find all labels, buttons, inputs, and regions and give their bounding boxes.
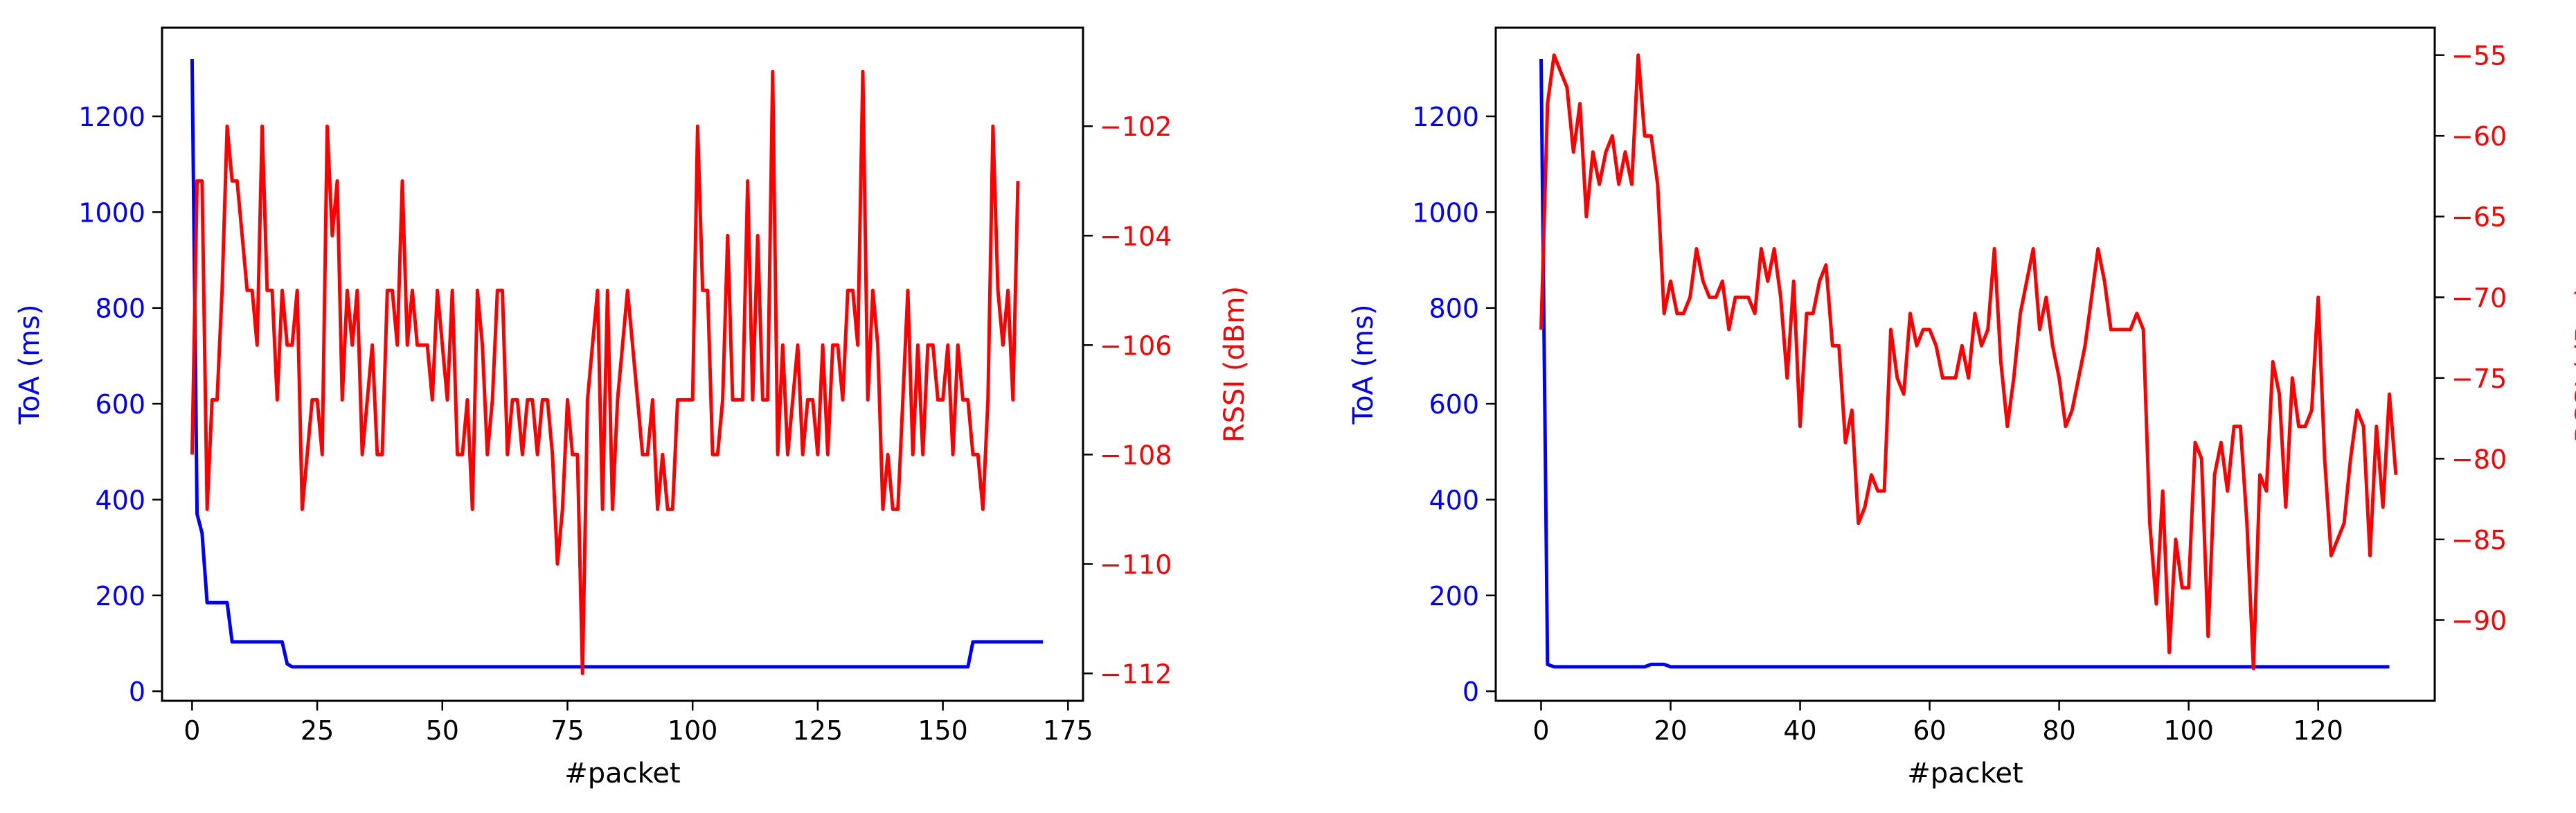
x-tick-label: 25 bbox=[301, 715, 334, 746]
toa-series-line bbox=[1539, 58, 2390, 669]
chart-right: 0 20 40 60 80 100 120020040060080010001200−90−… bbox=[1348, 26, 2576, 789]
y-right-tick-label: −85 bbox=[2451, 525, 2507, 555]
rssi-series-line bbox=[190, 69, 1020, 675]
x-tick-label: 100 bbox=[668, 715, 718, 746]
x-tick-label: 75 bbox=[551, 715, 584, 746]
y-right-tick-label: −108 bbox=[1100, 440, 1172, 470]
y-right-tick-label: −112 bbox=[1100, 659, 1172, 689]
y-left-axis-label: ToA (ms) bbox=[1348, 304, 1379, 425]
y-right-tick-label: −80 bbox=[2451, 444, 2507, 474]
x-axis-label: #packet bbox=[1907, 758, 2023, 789]
y-left-tick-label: 1000 bbox=[1412, 197, 1479, 228]
y-left-tick-label: 200 bbox=[1429, 581, 1479, 611]
y-left-tick-label: 600 bbox=[95, 389, 145, 420]
plot-frame bbox=[1494, 26, 2436, 702]
x-tick-label: 20 bbox=[1654, 715, 1687, 746]
y-left-tick-label: 800 bbox=[1429, 294, 1479, 324]
x-tick-label: 0 bbox=[1532, 715, 1549, 746]
x-tick-label: 150 bbox=[918, 715, 968, 746]
x-tick-label: 40 bbox=[1783, 715, 1816, 746]
toa-series-line bbox=[190, 58, 1044, 669]
y-right-tick-label: −65 bbox=[2451, 202, 2507, 233]
y-left-tick-label: 400 bbox=[95, 485, 145, 515]
y-left-tick-label: 1000 bbox=[78, 197, 145, 228]
y-right-tick-label: −60 bbox=[2451, 121, 2507, 152]
y-right-tick-label: −110 bbox=[1100, 549, 1172, 580]
y-left-tick-label: 800 bbox=[95, 294, 145, 324]
y-right-axis-label: RSSI (dBm) bbox=[1219, 286, 1251, 443]
y-right-tick-label: −75 bbox=[2451, 364, 2507, 394]
x-tick-label: 50 bbox=[426, 715, 459, 746]
plot-frame bbox=[161, 26, 1084, 702]
y-left-tick-label: 200 bbox=[95, 581, 145, 611]
chart-left: 0 25 50 75 100 125 150 175 0 200 400 600 800 1000 1200… bbox=[14, 26, 1251, 789]
x-tick-label: 175 bbox=[1043, 715, 1093, 746]
y-left-tick-label: 0 bbox=[1463, 677, 1479, 707]
y-left-tick-label: 400 bbox=[1429, 485, 1479, 515]
y-right-tick-label: −102 bbox=[1100, 111, 1172, 142]
y-right-tick-label: −106 bbox=[1100, 330, 1172, 361]
y-left-tick-label: 1200 bbox=[1412, 102, 1479, 132]
rssi-series-line bbox=[1539, 53, 2398, 670]
y-left-axis-label: ToA (ms) bbox=[14, 304, 46, 425]
x-tick-label: 120 bbox=[2293, 715, 2343, 746]
x-tick-label: 100 bbox=[2163, 715, 2214, 746]
y-right-tick-label: −55 bbox=[2451, 41, 2507, 71]
x-tick-label: 60 bbox=[1913, 715, 1946, 746]
y-left-tick-label: 1200 bbox=[78, 102, 145, 132]
y-right-tick-label: −104 bbox=[1100, 221, 1172, 251]
x-tick-label: 0 bbox=[184, 715, 200, 746]
y-right-axis-label: RSSI (dBm) bbox=[2570, 286, 2576, 443]
x-tick-label: 125 bbox=[793, 715, 843, 746]
y-right-tick-label: −90 bbox=[2451, 605, 2507, 636]
x-axis-label: #packet bbox=[564, 758, 680, 789]
y-left-tick-label: 600 bbox=[1429, 389, 1479, 420]
y-left-tick-label: 0 bbox=[129, 677, 145, 707]
y-right-tick-label: −70 bbox=[2451, 283, 2507, 313]
x-tick-label: 80 bbox=[2042, 715, 2075, 746]
